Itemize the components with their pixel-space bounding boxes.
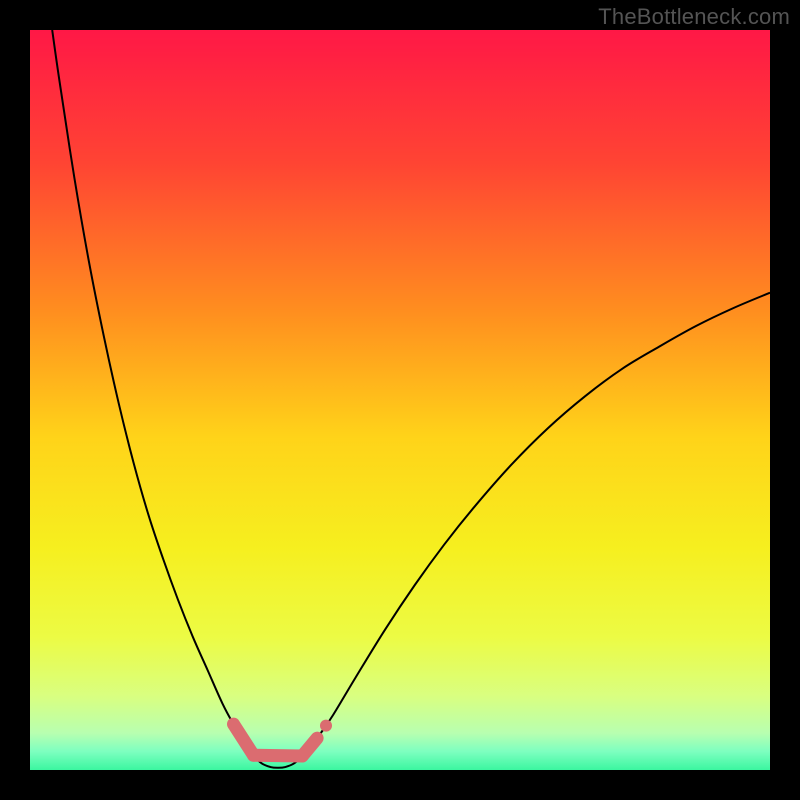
- chart-container: TheBottleneck.com: [0, 0, 800, 800]
- plot-area: [30, 30, 770, 770]
- minimum-highlight-segment: [253, 755, 302, 756]
- watermark-label: TheBottleneck.com: [598, 4, 790, 30]
- minimum-highlight-dot: [320, 720, 332, 732]
- bottleneck-chart: [0, 0, 800, 800]
